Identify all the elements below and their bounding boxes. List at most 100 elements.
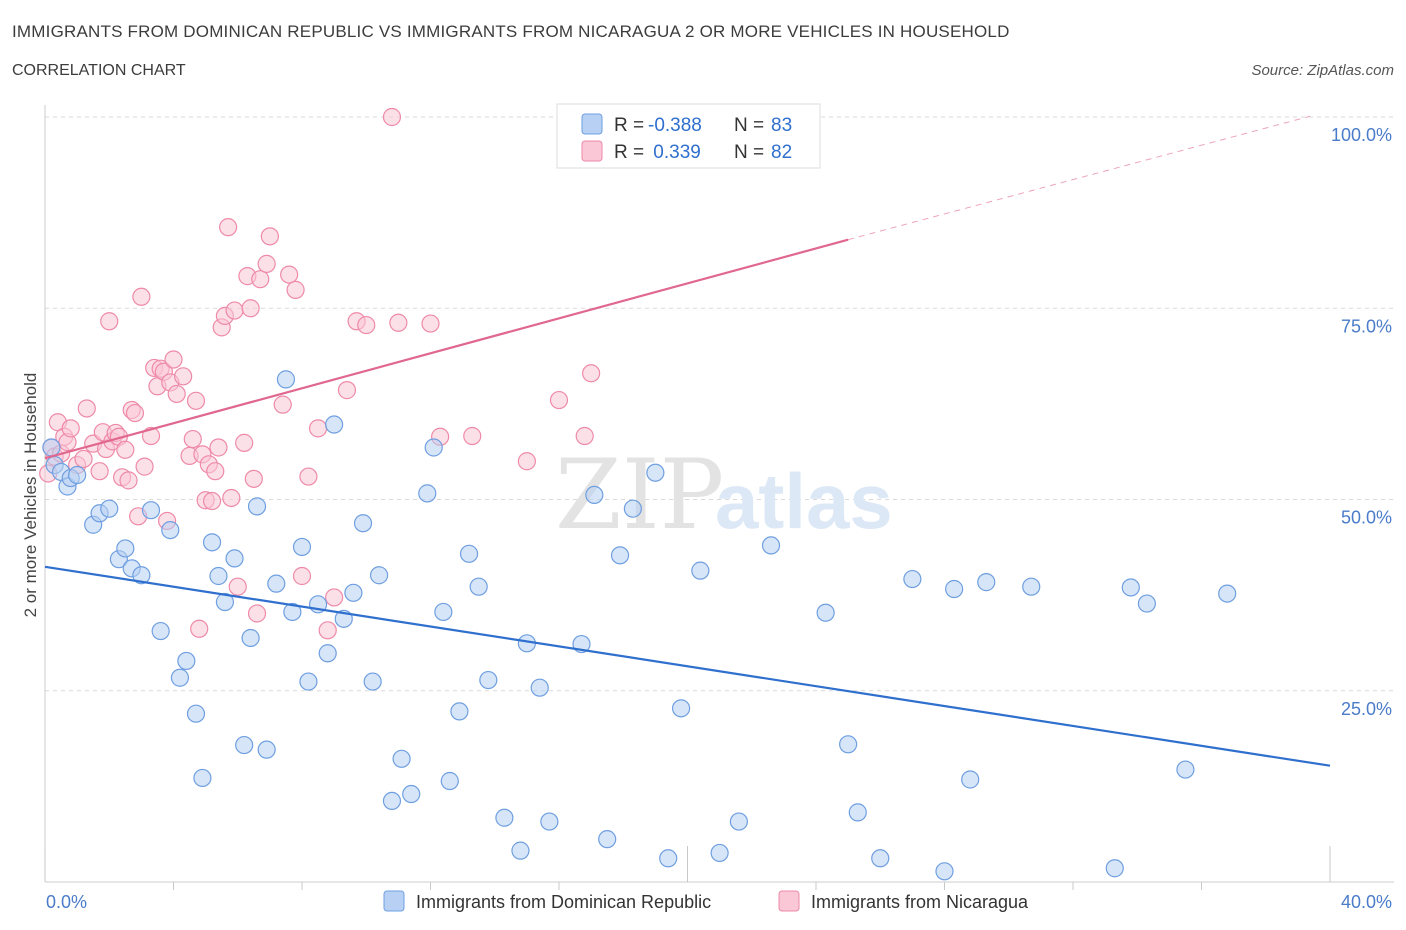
- trend-line-extension: [847, 115, 1311, 241]
- data-point: [623, 499, 642, 518]
- data-point: [1218, 584, 1237, 603]
- stats-n-value-blue: 83: [771, 115, 792, 136]
- data-point: [77, 399, 96, 418]
- data-point: [337, 381, 357, 400]
- stats-r-label-blue: R =: [614, 115, 644, 136]
- data-point: [517, 452, 536, 471]
- data-point: [209, 566, 228, 586]
- data-point: [816, 603, 835, 622]
- data-point: [186, 704, 206, 723]
- data-point: [292, 566, 312, 586]
- legend-swatch-dominican: [383, 890, 405, 912]
- data-point: [549, 390, 569, 410]
- data-point: [170, 668, 190, 687]
- data-point: [241, 299, 260, 318]
- data-point: [74, 449, 93, 469]
- data-point: [260, 227, 279, 246]
- data-point: [421, 314, 440, 333]
- trend-line-nicaragua: [44, 238, 849, 460]
- data-point: [691, 561, 710, 580]
- data-point: [68, 465, 87, 485]
- data-point: [257, 740, 276, 759]
- data-point: [193, 768, 212, 788]
- chart-title: IMMIGRANTS FROM DOMINICAN REPUBLIC VS IM…: [12, 22, 1010, 41]
- data-point: [1176, 760, 1195, 779]
- watermark-atlas: atlas: [715, 457, 893, 545]
- data-point: [424, 438, 443, 457]
- data-point: [318, 621, 337, 640]
- data-point: [100, 312, 119, 331]
- data-point: [646, 463, 665, 482]
- data-point: [659, 849, 678, 868]
- data-point: [418, 484, 437, 503]
- data-point: [186, 391, 206, 410]
- data-point: [710, 843, 729, 863]
- data-point: [299, 467, 318, 486]
- data-point: [370, 566, 389, 585]
- data-point: [167, 384, 186, 404]
- data-point: [42, 438, 61, 457]
- data-point: [469, 577, 488, 596]
- data-point: [598, 830, 617, 849]
- data-point: [459, 544, 479, 563]
- chart-subtitle: CORRELATION CHART: [12, 62, 186, 79]
- y-axis-label: 2 or more Vehicles in Household: [21, 373, 40, 618]
- data-point: [222, 488, 241, 508]
- data-point: [177, 651, 196, 671]
- stats-r-value-blue: -0.388: [648, 115, 702, 136]
- data-point: [119, 471, 138, 490]
- data-point: [440, 771, 459, 791]
- data-point: [935, 862, 954, 881]
- data-point: [202, 533, 222, 552]
- data-point: [251, 270, 270, 289]
- stats-swatch-pink: [581, 140, 603, 162]
- data-point: [161, 520, 180, 540]
- data-point: [132, 566, 151, 585]
- data-point: [299, 672, 318, 691]
- data-point: [382, 791, 402, 811]
- data-point: [344, 583, 363, 602]
- stats-n-label-pink: N =: [734, 142, 764, 163]
- data-point: [132, 287, 151, 306]
- data-point: [308, 419, 328, 438]
- data-point: [761, 536, 781, 555]
- data-point: [61, 419, 80, 438]
- data-point: [363, 672, 382, 691]
- data-point: [141, 501, 161, 520]
- data-point: [575, 426, 594, 446]
- data-point: [225, 549, 244, 568]
- data-point: [202, 491, 222, 511]
- data-point: [90, 462, 109, 481]
- trend-lines: [44, 115, 1331, 767]
- data-point: [286, 280, 305, 299]
- data-point: [116, 440, 135, 459]
- data-point: [389, 313, 408, 332]
- data-point: [276, 370, 296, 389]
- trend-line-dominican: [44, 565, 1331, 767]
- data-point: [530, 678, 549, 697]
- data-point: [450, 702, 469, 721]
- data-point: [215, 592, 234, 612]
- data-point: [141, 426, 161, 446]
- y-tick-label: 50.0%: [1341, 508, 1392, 528]
- data-point: [225, 301, 244, 320]
- data-point: [610, 546, 630, 565]
- data-point: [1105, 859, 1124, 878]
- data-point: [100, 499, 119, 518]
- data-point: [1121, 578, 1140, 597]
- data-point: [135, 457, 154, 476]
- series-dominican-points: [42, 370, 1237, 881]
- axes: 25.0% 50.0% 75.0% 100.0% 0.0% 40.0%: [44, 105, 1394, 912]
- data-point: [116, 539, 135, 558]
- data-point: [244, 469, 263, 488]
- data-point: [209, 438, 228, 457]
- data-point: [495, 808, 514, 827]
- data-point: [839, 735, 858, 754]
- data-point: [174, 367, 193, 386]
- data-point: [228, 577, 247, 596]
- stats-r-label-pink: R =: [614, 142, 644, 163]
- data-point: [511, 841, 530, 860]
- data-point: [257, 254, 276, 273]
- data-point: [273, 395, 292, 414]
- data-point: [283, 602, 302, 622]
